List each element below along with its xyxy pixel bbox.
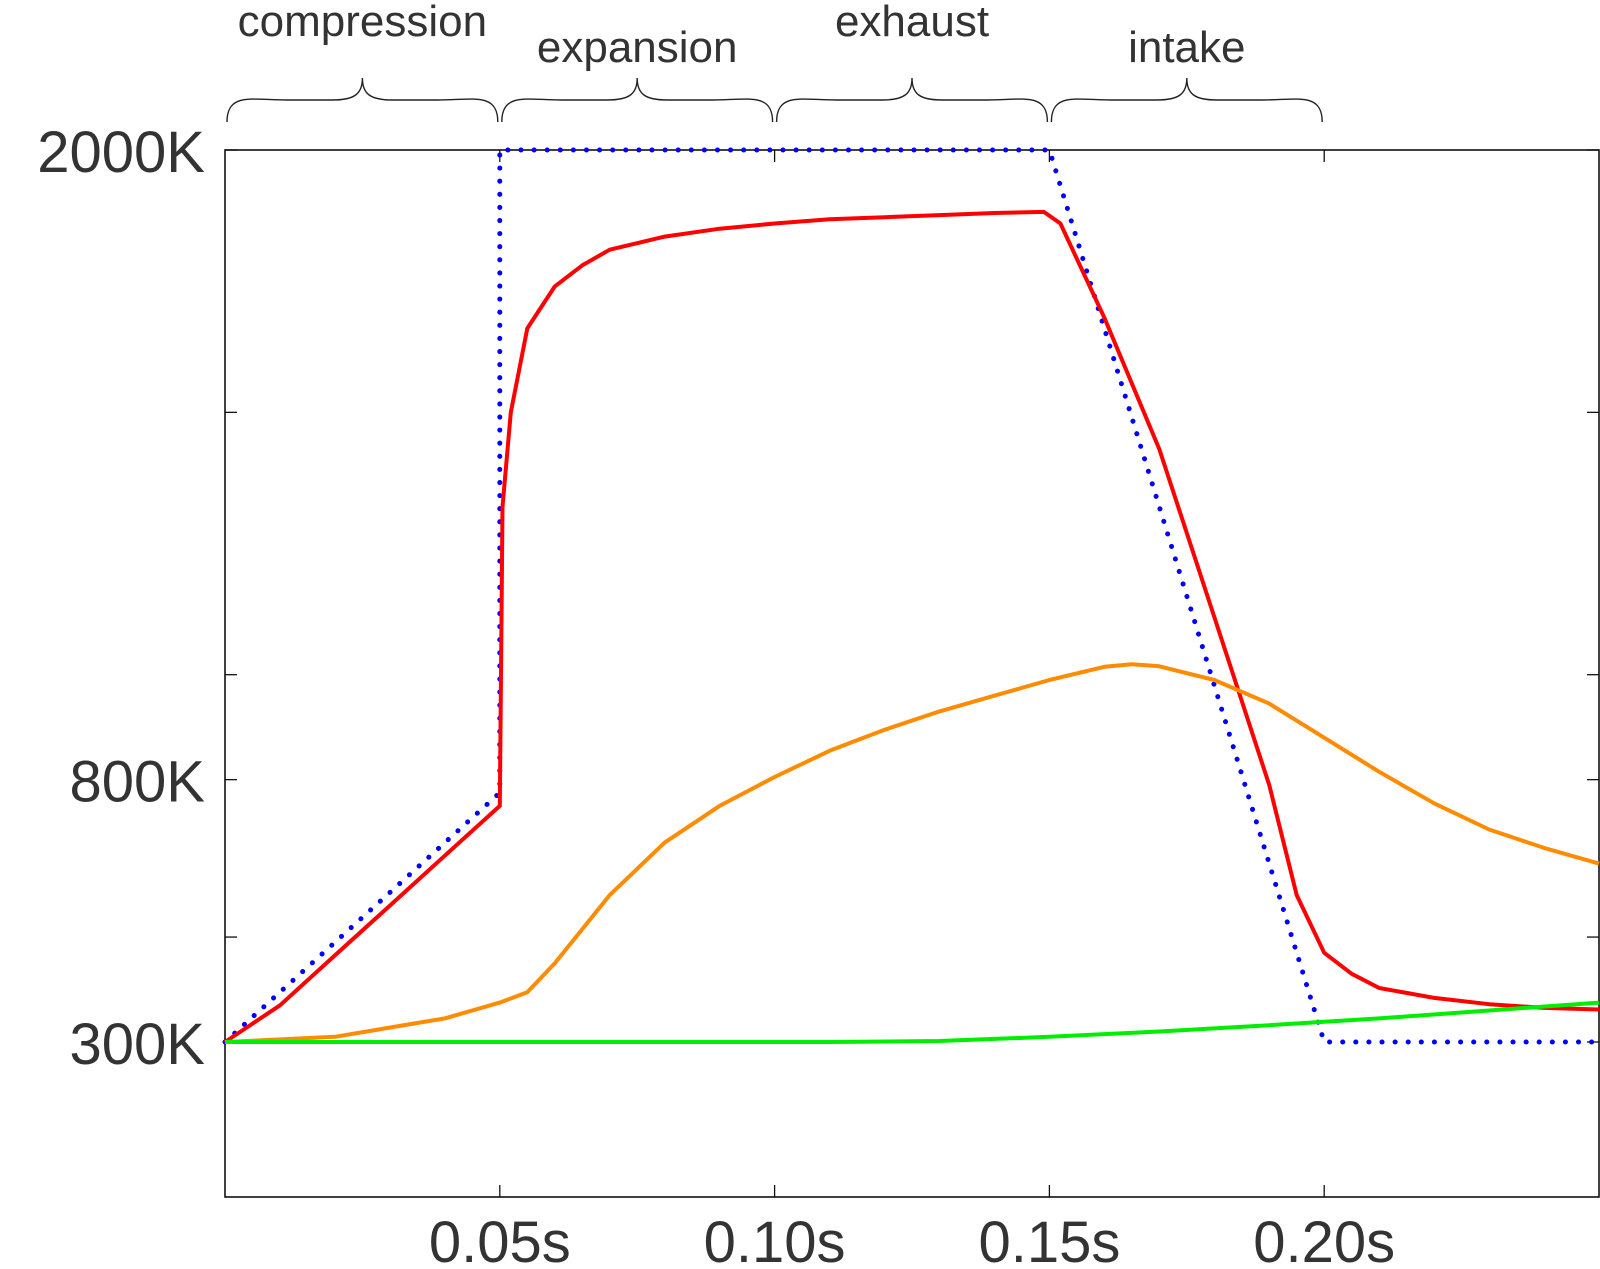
phase-label-3: intake — [1128, 23, 1245, 72]
phase-label-1: expansion — [537, 23, 738, 72]
series-line-3 — [225, 1000, 1600, 1044]
phase-brace-1 — [501, 77, 774, 123]
series-line-2 — [224, 662, 1600, 1044]
phase-labels: compression expansion exhaust intake — [238, 0, 1246, 72]
x-tick-label-3: 0.20s — [1253, 1210, 1395, 1269]
phase-braces — [226, 77, 1323, 123]
series-lines — [222, 147, 1600, 1045]
x-tick-labels: 0.05s 0.10s 0.15s 0.20s — [429, 1210, 1395, 1269]
x-tick-label-1: 0.10s — [704, 1210, 846, 1269]
phase-label-0: compression — [238, 0, 487, 46]
y-tick-label-2: 300K — [70, 1012, 206, 1077]
y-tick-labels: 2000K 800K 300K — [37, 120, 205, 1077]
x-tick-label-0: 0.05s — [429, 1210, 571, 1269]
x-tick-label-2: 0.15s — [978, 1210, 1120, 1269]
phase-brace-0 — [226, 77, 499, 123]
phase-brace-2 — [775, 77, 1049, 123]
series-line-0 — [222, 147, 1600, 1045]
phase-brace-3 — [1050, 77, 1323, 123]
phase-label-2: exhaust — [835, 0, 989, 46]
series-line-1 — [223, 209, 1600, 1044]
y-tick-label-1: 800K — [70, 750, 206, 815]
y-tick-label-0: 2000K — [37, 120, 205, 185]
